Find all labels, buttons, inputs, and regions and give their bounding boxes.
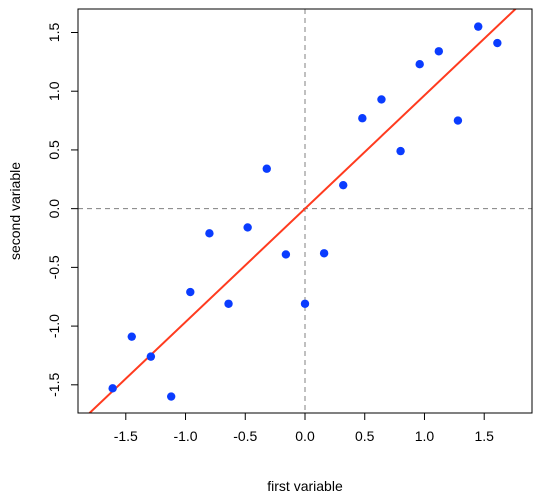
data-point <box>205 229 214 238</box>
data-point <box>358 114 367 123</box>
data-point <box>434 47 444 56</box>
x-axis-title: first variable <box>267 478 343 494</box>
x-tick-label: -1.5 <box>114 428 138 444</box>
data-point <box>127 332 136 341</box>
data-point <box>186 287 195 297</box>
data-point <box>166 392 176 401</box>
data-point <box>319 249 329 258</box>
x-tick-label: 1.5 <box>474 428 494 444</box>
data-point <box>415 59 424 69</box>
data-point <box>396 146 405 156</box>
data-point <box>474 22 483 31</box>
y-axis-title: second variable <box>7 162 23 260</box>
data-point <box>262 164 271 173</box>
fit-line-group <box>88 9 517 413</box>
y-tick-label: 0.0 <box>46 199 62 219</box>
data-point <box>224 299 233 308</box>
data-point <box>146 352 156 361</box>
x-tick-label: 1.0 <box>415 428 435 444</box>
data-point <box>108 384 117 393</box>
y-tick-label: 1.0 <box>46 81 62 101</box>
data-points <box>108 22 502 401</box>
data-point <box>243 223 252 232</box>
x-axis: -1.5 -1.0 -0.5 0.0 0.5 1.0 1.5 <box>114 413 494 444</box>
y-tick-label: -1.5 <box>46 373 62 397</box>
y-tick-label: -1.0 <box>46 314 62 338</box>
data-point <box>377 95 386 104</box>
data-point <box>300 299 310 308</box>
data-point <box>453 116 463 125</box>
x-tick-label: 0.0 <box>295 428 315 444</box>
reference-lines <box>78 9 532 413</box>
data-point <box>493 38 502 48</box>
y-axis: -1.5 -1.0 -0.5 0.0 0.5 1.0 1.5 <box>46 23 78 397</box>
y-tick-label: -0.5 <box>46 255 62 279</box>
data-point <box>339 180 348 190</box>
y-tick-label: 1.5 <box>46 23 62 43</box>
x-tick-label: -0.5 <box>233 428 257 444</box>
y-tick-label: 0.5 <box>46 140 62 160</box>
x-tick-label: -1.0 <box>173 428 197 444</box>
regression-line <box>88 9 517 413</box>
data-point <box>281 250 291 259</box>
x-tick-label: 0.5 <box>355 428 375 444</box>
